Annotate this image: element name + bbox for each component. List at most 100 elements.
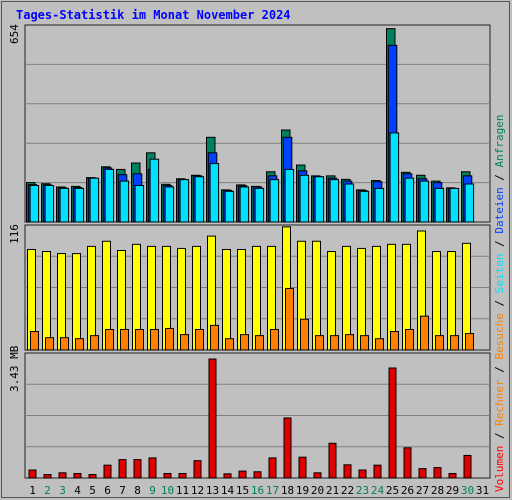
bar-volumen: [433, 467, 442, 479]
bar-seiten: [299, 174, 310, 223]
bar-seiten: [359, 190, 370, 223]
bar-volumen: [103, 464, 112, 479]
bar-rechner: [180, 334, 189, 351]
bar-volumen: [253, 471, 262, 479]
x-axis-day-label: 20: [311, 484, 324, 497]
bar-rechner: [225, 338, 234, 351]
bar-rechner: [285, 287, 294, 351]
legend-entry: /: [493, 293, 506, 313]
bar-volumen: [343, 464, 352, 479]
legend-entry: Besuche: [493, 313, 506, 359]
chart-title: Tages-Statistik im Monat November 2024: [16, 8, 291, 22]
bar-rechner: [300, 318, 309, 351]
bar-besuche: [72, 253, 81, 351]
bar-rechner: [30, 331, 39, 351]
y-axis-max-label: 654: [8, 24, 21, 44]
bar-besuche: [372, 245, 381, 351]
bar-volumen: [148, 457, 157, 479]
bar-volumen: [73, 472, 82, 479]
legend-entry: Dateien: [493, 187, 506, 233]
bar-seiten: [44, 184, 55, 223]
bar-seiten: [374, 187, 385, 223]
bar-besuche: [312, 240, 321, 351]
x-axis-day-label: 2: [44, 484, 51, 497]
x-axis-day-label: 19: [296, 484, 309, 497]
bar-seiten: [284, 168, 295, 223]
bar-volumen: [268, 457, 277, 479]
bar-seiten: [239, 186, 250, 223]
bar-seiten: [224, 190, 235, 223]
bar-volumen: [133, 459, 142, 479]
bar-volumen: [208, 358, 217, 479]
bar-seiten: [434, 187, 445, 223]
bar-seiten: [89, 177, 100, 223]
x-axis-day-label: 15: [236, 484, 249, 497]
x-axis-day-label: 7: [119, 484, 126, 497]
bar-seiten: [344, 183, 355, 223]
bar-volumen: [463, 454, 472, 479]
bar-volumen: [388, 367, 397, 479]
bar-rechner: [360, 335, 369, 351]
bar-rechner: [150, 328, 159, 351]
bar-rechner: [345, 334, 354, 351]
bar-volumen: [118, 459, 127, 479]
x-axis-day-label: 11: [176, 484, 189, 497]
bar-seiten: [164, 186, 175, 223]
y-axis-max-label: 3.43 MB: [8, 345, 21, 392]
x-axis-day-label: 18: [281, 484, 294, 497]
bar-rechner: [195, 328, 204, 351]
bar-volumen: [163, 472, 172, 479]
bar-volumen: [328, 442, 337, 479]
bar-volumen: [313, 472, 322, 479]
x-axis-day-label: 13: [206, 484, 219, 497]
bar-seiten: [389, 132, 400, 223]
bar-rechner: [60, 337, 69, 351]
x-axis-day-label: 17: [266, 484, 279, 497]
legend-text: Volumen / Rechner / Besuche / Seiten / D…: [493, 114, 506, 492]
bar-seiten: [404, 177, 415, 223]
bar-seiten: [209, 163, 220, 223]
x-axis-day-label: 25: [386, 484, 399, 497]
x-axis-day-label: 1: [29, 484, 36, 497]
bar-volumen: [238, 470, 247, 479]
bar-besuche: [42, 251, 51, 351]
x-axis-day-label: 29: [446, 484, 459, 497]
bar-volumen: [373, 464, 382, 479]
bar-rechner: [120, 328, 129, 351]
bar-besuche: [357, 247, 366, 351]
bar-volumen: [58, 472, 67, 479]
x-axis-day-label: 21: [326, 484, 339, 497]
bar-seiten: [104, 168, 115, 223]
bar-rechner: [435, 335, 444, 351]
x-axis-day-label: 3: [59, 484, 66, 497]
bar-seiten: [329, 179, 340, 223]
bar-rechner: [165, 327, 174, 351]
bar-besuche: [222, 248, 231, 351]
bar-seiten: [179, 179, 190, 223]
bar-besuche: [87, 245, 96, 351]
legend-entry: /: [493, 426, 506, 446]
bar-seiten: [149, 158, 160, 223]
bar-volumen: [223, 473, 232, 479]
x-axis-day-label: 24: [371, 484, 385, 497]
bar-rechner: [465, 333, 474, 351]
bar-seiten: [119, 180, 130, 223]
bar-rechner: [390, 331, 399, 351]
bar-rechner: [255, 335, 264, 351]
bar-seiten: [134, 184, 145, 223]
bar-seiten: [464, 183, 475, 223]
bar-volumen: [358, 469, 367, 479]
bar-rechner: [75, 338, 84, 351]
bar-volumen: [193, 460, 202, 479]
bar-rechner: [330, 335, 339, 351]
bar-seiten: [59, 187, 70, 223]
bar-rechner: [45, 337, 54, 351]
bar-volumen: [283, 417, 292, 479]
bar-volumen: [28, 469, 37, 479]
bar-rechner: [90, 335, 99, 351]
x-axis-day-label: 26: [401, 484, 414, 497]
bar-seiten: [29, 184, 40, 223]
x-axis-day-label: 28: [431, 484, 444, 497]
